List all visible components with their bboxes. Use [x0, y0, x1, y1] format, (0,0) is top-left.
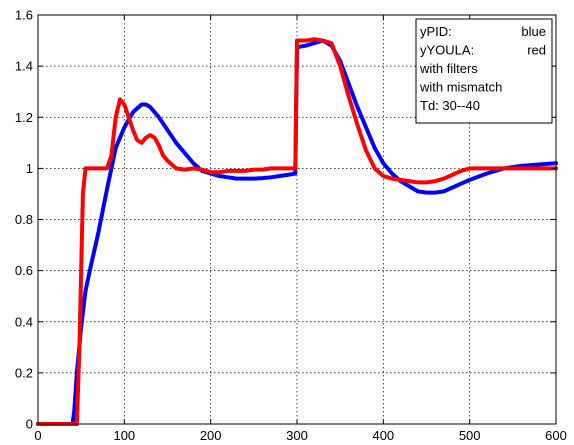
- x-tick-label: 0: [34, 428, 41, 443]
- x-tick-label: 300: [286, 428, 308, 443]
- x-tick-label: 400: [372, 428, 394, 443]
- y-tick-label: 1: [26, 161, 33, 176]
- legend-line-text: Td: 30--40: [420, 98, 480, 113]
- x-tick-label: 100: [113, 428, 135, 443]
- series-group: [36, 37, 558, 426]
- legend-line-text: with filters: [419, 61, 478, 76]
- tick-labels: 0 100 200 300 400 500 600 0 0.2 0.4 0.6 0.8 1 1.2 1.4 1…: [15, 8, 567, 444]
- y-tick-label: 0.6: [15, 263, 33, 278]
- legend-line-text: with mismatch: [419, 80, 502, 95]
- legend-line-text: yYOULA:: [420, 43, 474, 58]
- y-tick-label: 0.2: [15, 365, 33, 380]
- series-line-blue: [36, 38, 558, 426]
- legend-line-text: yPID:: [420, 24, 452, 39]
- x-tick-label: 200: [200, 428, 222, 443]
- y-tick-label: 1.6: [15, 8, 33, 23]
- series-line-red: [36, 37, 558, 426]
- y-tick-label: 0.8: [15, 212, 33, 227]
- y-tick-label: 1.4: [15, 59, 33, 74]
- legend-box: [415, 18, 553, 124]
- y-tick-label: 0.4: [15, 314, 33, 329]
- x-tick-label: 500: [459, 428, 481, 443]
- legend: yPID: blue yYOULA: red with filters with mism…: [415, 18, 553, 124]
- y-tick-label: 1.2: [15, 110, 33, 125]
- legend-line-color: blue: [521, 24, 546, 39]
- tick-marks: [37, 14, 557, 425]
- x-tick-label: 600: [545, 428, 567, 443]
- y-tick-label: 0: [26, 417, 33, 432]
- legend-line-color: red: [527, 43, 546, 58]
